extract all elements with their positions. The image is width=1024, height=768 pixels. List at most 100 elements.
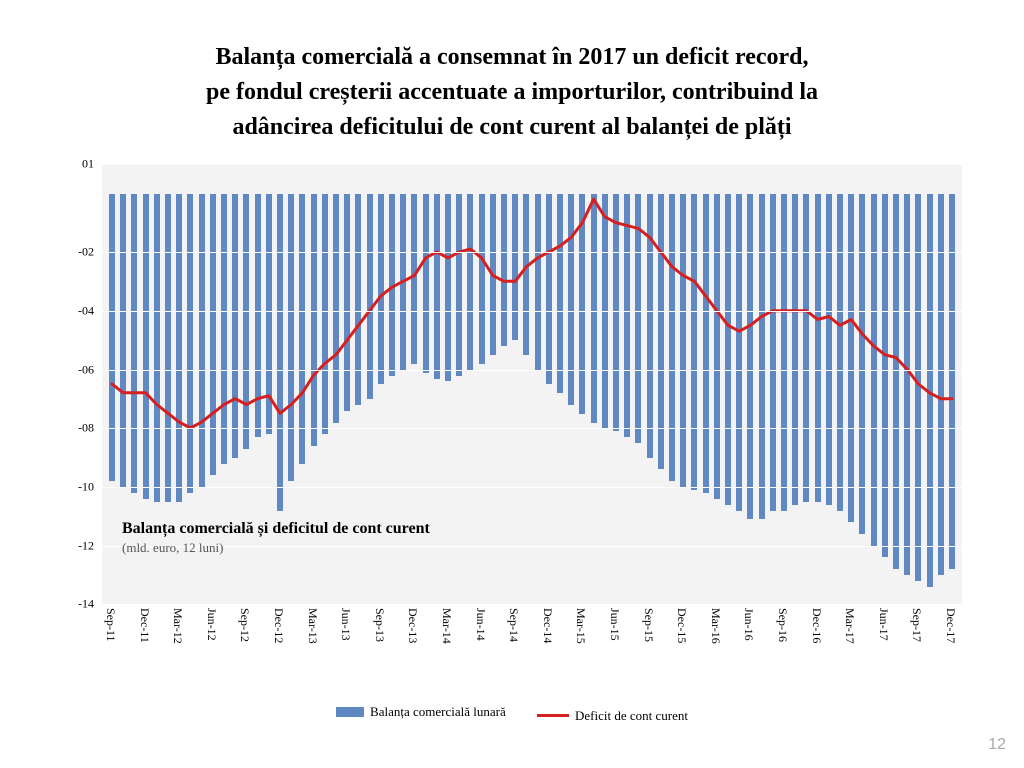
bar: [949, 194, 955, 569]
x-tick-label: Sep-17: [909, 608, 924, 642]
x-tick-label: Sep-12: [237, 608, 252, 642]
bar: [893, 194, 899, 569]
bar: [557, 194, 563, 393]
y-tick-label: -06: [78, 362, 94, 377]
legend-item-line: Deficit de cont curent: [537, 708, 688, 724]
legend-bar-label: Balanța comercială lunară: [370, 704, 506, 720]
bar: [232, 194, 238, 458]
bar: [411, 194, 417, 364]
bar: [176, 194, 182, 502]
bar: [781, 194, 787, 511]
x-tick-label: Sep-16: [775, 608, 790, 642]
bar: [624, 194, 630, 437]
bar: [725, 194, 731, 505]
bar: [445, 194, 451, 382]
bar: [882, 194, 888, 558]
x-tick-label: Mar-12: [170, 608, 185, 644]
bar: [736, 194, 742, 511]
bar: [535, 194, 541, 370]
x-tick-label: Jun-15: [607, 608, 622, 641]
bar: [647, 194, 653, 458]
y-tick-label: -12: [78, 538, 94, 553]
x-tick-label: Dec-11: [137, 608, 152, 643]
bar: [367, 194, 373, 399]
y-axis: 01-02-04-06-08-10-12-14: [52, 164, 100, 604]
y-tick-label: -14: [78, 597, 94, 612]
y-tick-label: -08: [78, 421, 94, 436]
bar: [131, 194, 137, 493]
bar: [243, 194, 249, 449]
x-tick-label: Jun-13: [338, 608, 353, 641]
bar: [759, 194, 765, 520]
bar: [210, 194, 216, 476]
bar: [400, 194, 406, 370]
gridline: [102, 428, 962, 429]
bar: [826, 194, 832, 505]
bar: [277, 194, 283, 511]
bar: [680, 194, 686, 487]
bar: [199, 194, 205, 487]
bar: [523, 194, 529, 355]
bar: [109, 194, 115, 481]
gridline: [102, 487, 962, 488]
bar: [344, 194, 350, 411]
chart-legend: Balanța comercială lunară Deficit de con…: [40, 704, 984, 724]
bar: [714, 194, 720, 499]
x-tick-label: Jun-17: [876, 608, 891, 641]
gridline: [102, 164, 962, 165]
y-tick-label: -04: [78, 304, 94, 319]
bar: [456, 194, 462, 376]
legend-bar-swatch: [336, 707, 364, 717]
x-tick-label: Sep-14: [506, 608, 521, 642]
bar: [479, 194, 485, 364]
title-line-2: pe fondul creșterii accentuate a importu…: [40, 75, 984, 110]
x-tick-label: Mar-15: [573, 608, 588, 644]
inset-label: Balanța comercială și deficitul de cont …: [122, 520, 430, 556]
x-tick-label: Jun-16: [741, 608, 756, 641]
y-tick-label: 01: [82, 157, 94, 172]
legend-line-swatch: [537, 714, 569, 717]
bar: [501, 194, 507, 347]
bar: [266, 194, 272, 435]
bar: [859, 194, 865, 534]
bar: [299, 194, 305, 464]
legend-line-label: Deficit de cont curent: [575, 708, 688, 724]
x-axis: Sep-11Dec-11Mar-12Jun-12Sep-12Dec-12Mar-…: [102, 604, 962, 654]
chart-container: 01-02-04-06-08-10-12-14 Balanța comercia…: [52, 164, 972, 644]
x-tick-label: Dec-14: [540, 608, 555, 643]
bar: [389, 194, 395, 376]
x-tick-label: Dec-12: [271, 608, 286, 643]
bar: [904, 194, 910, 575]
x-tick-label: Mar-16: [708, 608, 723, 644]
inset-subtitle: (mld. euro, 12 luni): [122, 540, 430, 556]
x-tick-label: Mar-17: [842, 608, 857, 644]
bar: [770, 194, 776, 511]
gridline: [102, 370, 962, 371]
bar: [691, 194, 697, 490]
bar: [938, 194, 944, 575]
bar: [815, 194, 821, 502]
title-line-1: Balanța comercială a consemnat în 2017 u…: [40, 40, 984, 75]
bar: [568, 194, 574, 405]
bar: [703, 194, 709, 493]
bar: [143, 194, 149, 499]
bar: [221, 194, 227, 464]
bar: [434, 194, 440, 379]
bar: [165, 194, 171, 502]
bar: [154, 194, 160, 502]
bar: [635, 194, 641, 443]
bar: [120, 194, 126, 487]
bar: [311, 194, 317, 446]
x-tick-label: Dec-15: [674, 608, 689, 643]
bar: [747, 194, 753, 520]
chart-title-block: Balanța comercială a consemnat în 2017 u…: [40, 0, 984, 154]
page-number: 12: [988, 736, 1006, 754]
bar: [255, 194, 261, 437]
bar: [423, 194, 429, 373]
bar: [848, 194, 854, 523]
x-tick-label: Jun-14: [473, 608, 488, 641]
legend-item-bars: Balanța comercială lunară: [336, 704, 506, 720]
x-tick-label: Sep-15: [641, 608, 656, 642]
bar: [187, 194, 193, 493]
bar: [467, 194, 473, 370]
